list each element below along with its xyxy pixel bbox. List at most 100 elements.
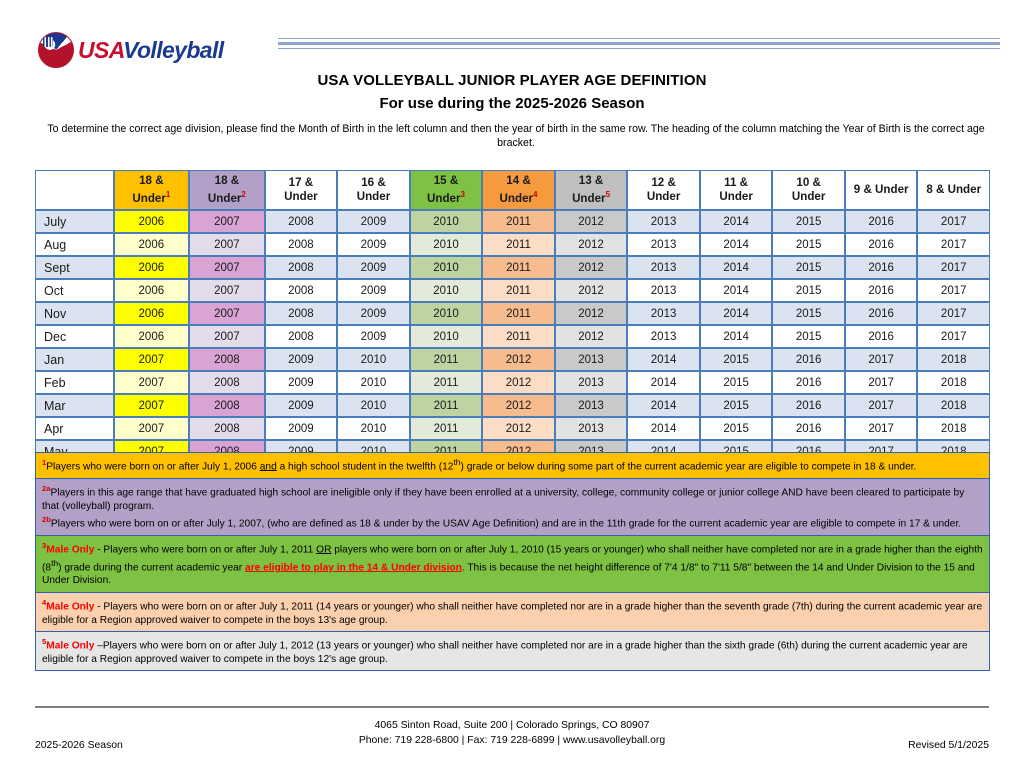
year-cell: 2010 <box>409 210 483 233</box>
footer-contact: Phone: 719 228-6800 | Fax: 719 228-6899 … <box>358 735 666 746</box>
year-cell: 2015 <box>772 210 845 233</box>
year-cell: 2014 <box>627 417 700 440</box>
footnote-paragraph: 2aPlayers in this age range that have gr… <box>42 483 965 512</box>
male-only-label: Male Only <box>46 544 95 556</box>
month-cell: Jan <box>35 348 114 371</box>
year-cell: 2012 <box>554 256 628 279</box>
footnotes-section: 1Players who were born on or after July … <box>35 452 990 672</box>
footnote-paragraph: 1Players who were born on or after July … <box>42 457 917 473</box>
year-cell: 2018 <box>917 348 990 371</box>
footer-season: 2025-2026 Season <box>35 740 123 751</box>
month-cell: Nov <box>35 302 114 325</box>
year-cell: 2014 <box>699 279 773 302</box>
age-definition-table: 18 & Under1 18 & Under2 17 & Under 16 & Under 15… <box>35 170 990 486</box>
table-row: Jan 2007 2008 2009 2010 2011 2012 2013 2014 2015 2… <box>35 348 990 371</box>
year-cell: 2010 <box>409 233 483 256</box>
year-cell: 2009 <box>264 417 338 440</box>
year-cell: 2010 <box>409 256 483 279</box>
year-cell: 2014 <box>699 302 773 325</box>
year-cell: 2017 <box>844 417 918 440</box>
year-cell: 2006 <box>113 233 190 256</box>
year-cell: 2012 <box>554 279 628 302</box>
year-cell: 2009 <box>264 371 338 394</box>
table-row: Apr 2007 2008 2009 2010 2011 2012 2013 2014 2015 2… <box>35 417 990 440</box>
logo-wordmark: USAVolleyball <box>78 38 224 62</box>
header-rule-line <box>278 38 1000 39</box>
year-cell: 2015 <box>699 417 773 440</box>
year-cell: 2011 <box>409 417 483 440</box>
year-cell: 2007 <box>189 302 265 325</box>
year-cell: 2008 <box>264 233 338 256</box>
year-cell: 2017 <box>844 371 918 394</box>
year-cell: 2009 <box>337 325 410 348</box>
year-cell: 2010 <box>409 302 483 325</box>
page-subtitle: For use during the 2025-2026 Season <box>379 95 645 112</box>
year-cell: 2008 <box>264 210 338 233</box>
superscript-text: th <box>453 457 461 467</box>
table-row: Nov 2006 2007 2008 2009 2010 2011 2012 2013 2014 2… <box>35 302 990 325</box>
year-cell: 2011 <box>482 279 555 302</box>
footer-contact-block: 4065 Sinton Road, Suite 200 | Colorado S… <box>35 718 989 748</box>
footnote-marker: 5 <box>42 637 47 646</box>
year-cell: 2013 <box>554 417 628 440</box>
footnote-marker: 4 <box>42 597 47 607</box>
intro-paragraph: To determine the correct age division, p… <box>47 123 985 149</box>
year-cell: 2009 <box>337 210 410 233</box>
column-header-7: 13 & Under5 <box>554 170 628 210</box>
year-cell: 2009 <box>264 394 338 417</box>
footnote-marker: 2a <box>42 483 51 493</box>
year-cell: 2008 <box>264 279 338 302</box>
year-cell: 2010 <box>409 325 483 348</box>
year-cell: 2012 <box>554 302 628 325</box>
footnote-paragraph: 2bPlayers who were born on or after July… <box>42 515 962 530</box>
year-cell: 2016 <box>772 417 845 440</box>
footnote-paragraph: 5Male Only –Players who were born on or … <box>42 637 968 665</box>
note-2: 2aPlayers in this age range that have gr… <box>35 477 990 535</box>
year-cell: 2006 <box>113 210 190 233</box>
page-title: USA VOLLEYBALL JUNIOR PLAYER AGE DEFINIT… <box>317 72 707 89</box>
year-cell: 2007 <box>189 233 265 256</box>
column-header-9: 11 & Under <box>699 170 773 210</box>
year-cell: 2016 <box>772 348 845 371</box>
year-cell: 2008 <box>189 394 265 417</box>
year-cell: 2007 <box>113 394 190 417</box>
year-cell: 2008 <box>189 348 265 371</box>
month-cell: Oct <box>35 279 114 302</box>
year-cell: 2017 <box>844 394 918 417</box>
year-cell: 2016 <box>844 325 918 348</box>
usa-volleyball-logo: USAVolleyball <box>38 28 268 72</box>
year-cell: 2016 <box>772 394 845 417</box>
year-cell: 2012 <box>482 371 555 394</box>
year-cell: 2008 <box>264 256 338 279</box>
year-cell: 2016 <box>844 256 918 279</box>
month-cell: Mar <box>35 394 114 417</box>
column-header-4: 16 & Under <box>337 170 410 210</box>
year-cell: 2014 <box>627 348 700 371</box>
year-cell: 2014 <box>627 394 700 417</box>
year-cell: 2013 <box>627 256 700 279</box>
year-cell: 2015 <box>772 256 845 279</box>
header-rule-line <box>278 42 1000 45</box>
superscript-text: th <box>51 557 59 568</box>
year-cell: 2014 <box>699 325 773 348</box>
year-cell: 2007 <box>189 325 265 348</box>
footer-revised: Revised 5/1/2025 <box>908 740 989 751</box>
year-cell: 2009 <box>337 256 410 279</box>
male-only-label: Male Only <box>46 640 95 652</box>
year-cell: 2017 <box>917 233 990 256</box>
table-row: Mar 2007 2008 2009 2010 2011 2012 2013 2014 2015 2… <box>35 394 990 417</box>
year-cell: 2017 <box>917 279 990 302</box>
year-cell: 2011 <box>482 233 555 256</box>
male-only-label: Male Only <box>46 601 95 613</box>
year-cell: 2012 <box>554 325 628 348</box>
year-cell: 2010 <box>337 348 410 371</box>
table-row: Oct 2006 2007 2008 2009 2010 2011 2012 2013 2014 2… <box>35 279 990 302</box>
year-cell: 2011 <box>482 302 555 325</box>
month-cell: Apr <box>35 417 114 440</box>
year-cell: 2010 <box>337 371 410 394</box>
year-cell: 2013 <box>627 233 700 256</box>
year-cell: 2012 <box>554 210 628 233</box>
month-cell: July <box>35 210 114 233</box>
year-cell: 2007 <box>189 256 265 279</box>
column-header-12: 8 & Under <box>917 170 990 210</box>
